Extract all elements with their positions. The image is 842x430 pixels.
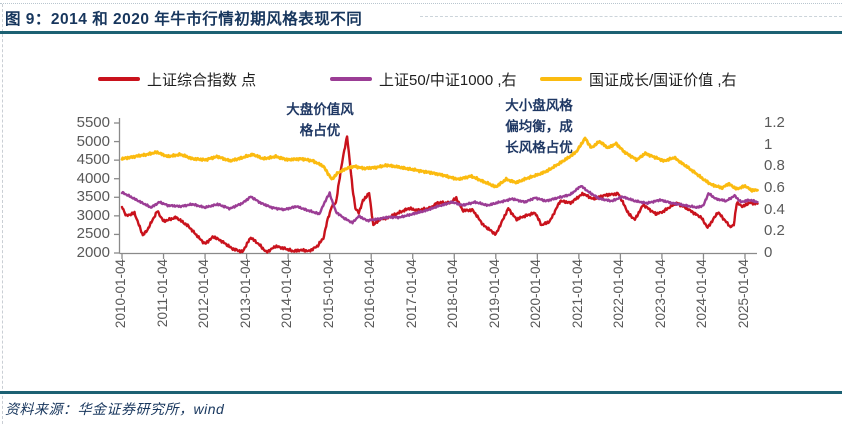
right-axis-tick-label: 0.6 bbox=[764, 179, 785, 196]
series-sse50-csi1000-line bbox=[120, 184, 759, 225]
x-axis-tick-label: 2025-01-04 bbox=[735, 259, 751, 329]
axes bbox=[114, 118, 757, 259]
header-dashed-border bbox=[420, 16, 842, 17]
title-divider bbox=[0, 31, 842, 34]
x-axis-tick-label: 2013-01-04 bbox=[237, 259, 253, 329]
x-axis-tick-label: 2010-01-04 bbox=[113, 259, 128, 329]
legend-label-sse50-csi1000: 上证50/中证1000 ,右 bbox=[379, 71, 517, 89]
x-axis-tick-label: 2023-01-04 bbox=[652, 259, 668, 329]
sse50-csi1000-polyline bbox=[120, 184, 759, 225]
legend-swatch-red-line bbox=[98, 77, 140, 81]
annotation-line: 大盘价值风 bbox=[286, 102, 354, 117]
legend-swatch-yellow-line bbox=[540, 77, 582, 81]
series-cni-growth-value-line bbox=[120, 136, 759, 193]
x-axis-tick-label: 2011-01-04 bbox=[154, 259, 170, 328]
right-axis-tick-label: 1.2 bbox=[764, 114, 785, 131]
x-axis-tick-label: 2024-01-04 bbox=[694, 259, 710, 329]
legend-item-sse-composite: 上证综合指数 点 bbox=[98, 70, 257, 89]
x-axis-tick-label: 2012-01-04 bbox=[196, 259, 212, 329]
source-note: 资料来源：华金证券研究所，wind bbox=[5, 401, 225, 417]
left-axis-tick-label: 2000 bbox=[76, 244, 110, 261]
right-axis-tick-label: 0.4 bbox=[764, 200, 785, 218]
top-dotted-border bbox=[0, 3, 842, 4]
legend-item-sse50-csi1000: 上证50/中证1000 ,右 bbox=[330, 70, 517, 89]
right-axis-tick-label: 0.8 bbox=[764, 157, 785, 175]
annotation-line: 大小盘风格 bbox=[505, 98, 573, 113]
x-axis-tick-label: 2014-01-04 bbox=[279, 259, 295, 329]
annotation-balanced-growth: 大小盘风格 偏均衡，成 长风格占优 bbox=[477, 95, 601, 158]
annotation-line: 偏均衡，成 bbox=[505, 119, 573, 134]
legend-item-cni-growth-value: 国证成长/国证价值 ,右 bbox=[540, 70, 737, 89]
left-dashed-border bbox=[2, 4, 3, 424]
legend-label-cni-growth-value: 国证成长/国证价值 ,右 bbox=[589, 71, 737, 89]
annotation-line: 格占优 bbox=[299, 123, 341, 138]
left-axis-tick-label: 3500 bbox=[76, 188, 110, 206]
legend-swatch-purple-line bbox=[330, 77, 372, 81]
left-axis-tick-label: 5000 bbox=[76, 132, 110, 150]
annotation-line: 长风格占优 bbox=[505, 140, 573, 155]
left-axis-tick-label: 5500 bbox=[76, 114, 110, 131]
x-axis-tick-label: 2022-01-04 bbox=[611, 259, 627, 329]
right-axis-tick-label: 0 bbox=[764, 244, 773, 261]
left-axis-tick-label: 4000 bbox=[76, 169, 110, 187]
footer-divider bbox=[0, 391, 842, 394]
x-axis-tick-label: 2020-01-04 bbox=[528, 259, 544, 329]
x-axis-tick-label: 2019-01-04 bbox=[486, 259, 502, 329]
x-axis-tick-label: 2015-01-04 bbox=[320, 259, 336, 329]
figure-title: 图 9：2014 和 2020 年牛市行情初期风格表现不同 bbox=[5, 11, 363, 28]
annotation-large-cap-value: 大盘价值风 格占优 bbox=[258, 99, 382, 141]
right-axis-tick-label: 1 bbox=[764, 135, 773, 153]
x-axis-tick-label: 2021-01-04 bbox=[569, 259, 585, 329]
cni-growth-value-polyline bbox=[120, 136, 759, 193]
legend-label-sse-composite: 上证综合指数 点 bbox=[147, 71, 257, 89]
left-axis-tick-label: 3000 bbox=[76, 206, 110, 224]
series-sse-composite-line bbox=[120, 135, 759, 254]
left-axis-tick-label: 2500 bbox=[76, 225, 110, 243]
sse-composite-polyline bbox=[120, 135, 759, 254]
x-axis-tick-label: 2018-01-04 bbox=[445, 259, 461, 329]
x-axis-tick-label: 2017-01-04 bbox=[403, 259, 419, 329]
left-axis-tick-label: 4500 bbox=[76, 151, 110, 169]
right-axis-tick-label: 0.2 bbox=[764, 222, 785, 240]
x-axis-tick-label: 2016-01-04 bbox=[362, 259, 378, 329]
